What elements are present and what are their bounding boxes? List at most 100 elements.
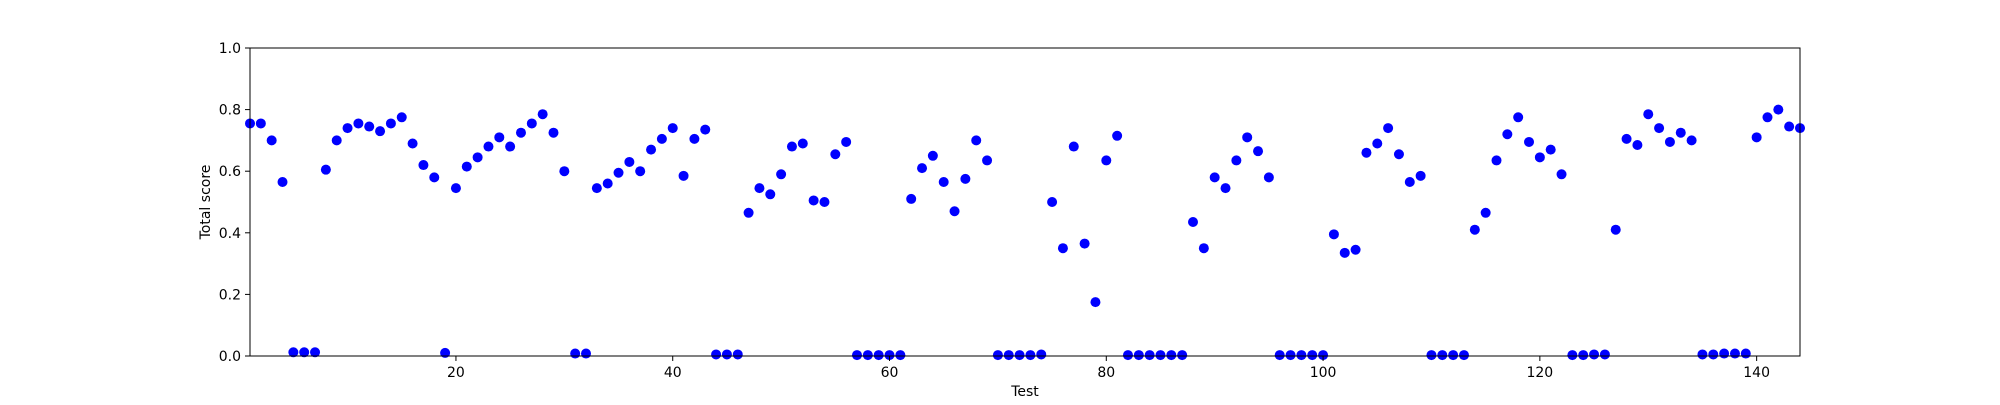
data-point (678, 170, 689, 181)
data-point (1426, 350, 1437, 361)
data-point (494, 132, 505, 143)
data-point (624, 156, 635, 167)
data-point (1047, 197, 1058, 207)
data-point (1339, 247, 1350, 258)
data-point (646, 144, 657, 155)
data-point (721, 349, 732, 360)
data-point (537, 109, 548, 120)
data-point (1393, 149, 1404, 160)
data-point (1491, 155, 1502, 166)
data-point (1751, 132, 1762, 143)
data-point (667, 123, 678, 134)
data-point (418, 160, 429, 171)
data-point (862, 350, 873, 361)
data-point (1274, 350, 1285, 361)
data-point (927, 150, 938, 161)
data-point (711, 349, 722, 360)
data-point (472, 152, 483, 163)
data-point (808, 195, 819, 206)
data-point (873, 350, 884, 361)
data-point (515, 127, 526, 138)
data-point (1220, 183, 1231, 194)
data-point (884, 350, 895, 361)
data-point (1480, 207, 1491, 218)
data-point (1599, 349, 1610, 360)
data-point (559, 166, 570, 177)
data-point (1740, 348, 1751, 359)
data-point (1285, 350, 1296, 361)
y-axis-label: Total score (198, 165, 214, 241)
data-point (1708, 349, 1719, 360)
data-point (906, 193, 917, 204)
data-point (992, 350, 1003, 361)
data-point (743, 207, 754, 218)
data-point (255, 118, 266, 129)
data-point (1296, 350, 1307, 361)
x-axis-ticks: 20 40 60 80 100 120 140 (447, 356, 1770, 381)
data-point (570, 348, 581, 359)
data-point (461, 161, 472, 172)
data-point (1177, 350, 1188, 361)
data-point (830, 149, 841, 160)
data-point (1068, 141, 1079, 152)
data-point (1188, 217, 1199, 228)
data-point (288, 347, 299, 358)
data-point (1567, 350, 1578, 361)
data-point (1437, 350, 1448, 361)
data-point (1773, 104, 1784, 115)
data-point (364, 121, 375, 132)
data-point (1003, 350, 1014, 361)
data-point (1090, 297, 1101, 308)
data-point (342, 123, 353, 134)
data-point (581, 348, 592, 359)
data-point (949, 206, 960, 217)
data-point (1469, 224, 1480, 235)
x-axis-label: Test (1010, 384, 1039, 400)
data-point (960, 173, 971, 184)
data-point (1654, 123, 1665, 134)
data-point (353, 118, 364, 129)
data-point (1513, 112, 1524, 123)
data-point (1057, 243, 1068, 254)
x-tick-label: 120 (1526, 365, 1553, 381)
data-point (1675, 127, 1686, 138)
data-point (1589, 349, 1600, 360)
data-point (505, 141, 516, 152)
data-point (1643, 109, 1654, 120)
data-point (483, 141, 494, 152)
data-point (851, 350, 862, 361)
y-axis-ticks: 0.0 0.2 0.4 0.6 0.8 1.0 (219, 41, 250, 365)
data-point (754, 183, 765, 194)
data-point (700, 124, 711, 135)
data-point (732, 349, 743, 360)
data-point (320, 164, 331, 175)
data-point (602, 178, 613, 189)
data-point (429, 172, 440, 183)
data-point (1448, 350, 1459, 361)
data-point (1166, 350, 1177, 361)
data-point (1198, 243, 1209, 254)
data-point (331, 135, 342, 146)
data-point (266, 135, 277, 146)
x-tick-label: 80 (1097, 365, 1115, 381)
data-point (526, 118, 537, 129)
data-point (895, 350, 906, 361)
data-point (971, 135, 982, 146)
data-point (1112, 130, 1123, 141)
data-point (1664, 136, 1675, 147)
x-tick-label: 20 (447, 365, 465, 381)
data-point (375, 126, 386, 137)
data-point (385, 118, 396, 129)
y-tick-label: 0.4 (219, 226, 241, 242)
x-tick-label: 100 (1310, 365, 1337, 381)
data-point (1719, 348, 1730, 359)
data-point (1729, 348, 1740, 359)
data-point (1101, 155, 1112, 166)
data-point (1502, 129, 1513, 140)
data-point (407, 138, 418, 149)
data-point (1621, 133, 1632, 144)
data-point (1372, 138, 1383, 149)
data-point (1784, 121, 1795, 132)
data-point (613, 167, 624, 178)
